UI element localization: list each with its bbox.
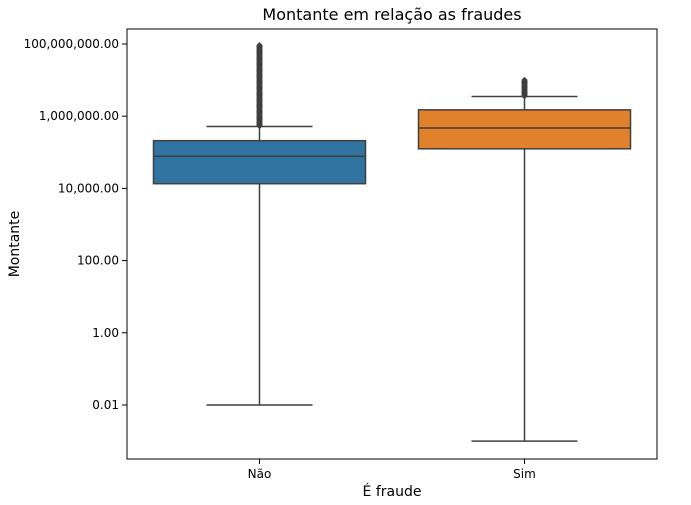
- y-tick-label: 100.00: [77, 254, 119, 268]
- y-tick-label: 10,000.00: [58, 181, 119, 195]
- x-axis: Não Sim: [248, 459, 536, 481]
- boxes-layer: [152, 41, 632, 442]
- outlier-point: [521, 76, 528, 84]
- y-tick-label: 1,000,000.00: [39, 109, 119, 123]
- y-axis: 0.01 1.00 100.00 10,000.00 1,000,000.00 100,0…: [24, 37, 127, 412]
- y-tick-label: 0.01: [92, 398, 119, 412]
- x-axis-label: É fraude: [363, 483, 422, 500]
- box-sim: [417, 109, 632, 150]
- chart-title: Montante em relação as fraudes: [262, 5, 521, 24]
- y-axis-label: Montante: [7, 211, 23, 278]
- box-nao: [152, 139, 367, 185]
- x-tick-label: Sim: [513, 467, 536, 481]
- y-tick-label: 1.00: [92, 326, 119, 340]
- y-tick-label: 100,000,000.00: [24, 37, 119, 51]
- plot-area: [126, 28, 658, 460]
- outlier-point: [256, 41, 263, 49]
- x-tick-label: Não: [248, 467, 272, 481]
